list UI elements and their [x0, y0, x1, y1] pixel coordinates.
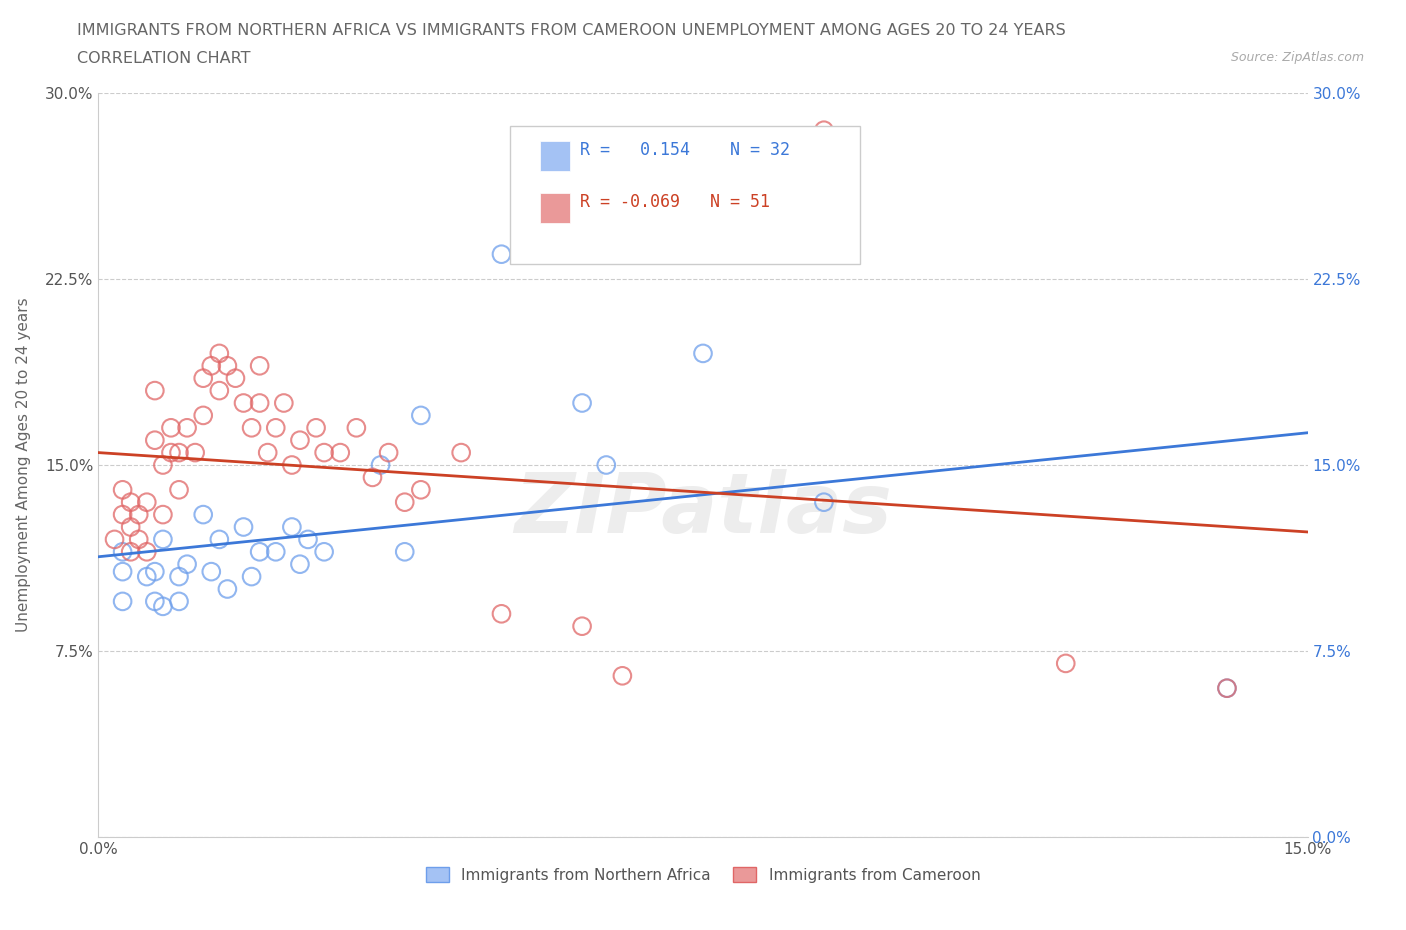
Point	[111, 594, 134, 609]
Point	[217, 358, 239, 373]
Point	[208, 346, 231, 361]
Point	[128, 532, 150, 547]
Point	[288, 432, 311, 447]
Point	[264, 420, 287, 435]
Point	[208, 532, 231, 547]
Point	[232, 520, 254, 535]
Point	[1216, 681, 1239, 696]
Point	[491, 246, 513, 261]
Point	[120, 520, 142, 535]
Point	[329, 445, 352, 460]
Point	[152, 458, 174, 472]
Point	[249, 358, 271, 373]
Text: R = -0.069   N = 51: R = -0.069 N = 51	[579, 193, 769, 211]
Point	[595, 458, 617, 472]
Point	[143, 594, 166, 609]
Point	[120, 544, 142, 559]
Point	[167, 483, 190, 498]
Point	[1054, 656, 1077, 671]
Point	[111, 483, 134, 498]
Y-axis label: Unemployment Among Ages 20 to 24 years: Unemployment Among Ages 20 to 24 years	[17, 298, 31, 632]
FancyBboxPatch shape	[509, 126, 860, 264]
Point	[167, 569, 190, 584]
Point	[143, 383, 166, 398]
Point	[152, 532, 174, 547]
Point	[184, 445, 207, 460]
Point	[249, 544, 271, 559]
Point	[297, 532, 319, 547]
Point	[224, 371, 246, 386]
FancyBboxPatch shape	[540, 193, 569, 223]
Point	[813, 123, 835, 138]
Point	[281, 520, 304, 535]
Point	[232, 395, 254, 410]
Text: ZIPatlas: ZIPatlas	[515, 469, 891, 551]
Point	[120, 495, 142, 510]
Point	[111, 544, 134, 559]
Point	[314, 544, 336, 559]
Point	[176, 557, 198, 572]
Point	[160, 445, 183, 460]
Legend: Immigrants from Northern Africa, Immigrants from Cameroon: Immigrants from Northern Africa, Immigra…	[419, 860, 987, 889]
Point	[135, 544, 157, 559]
Point	[813, 495, 835, 510]
Point	[281, 458, 304, 472]
Point	[612, 669, 634, 684]
Point	[1216, 681, 1239, 696]
Text: IMMIGRANTS FROM NORTHERN AFRICA VS IMMIGRANTS FROM CAMEROON UNEMPLOYMENT AMONG A: IMMIGRANTS FROM NORTHERN AFRICA VS IMMIG…	[77, 23, 1066, 38]
FancyBboxPatch shape	[540, 141, 569, 171]
Point	[256, 445, 278, 460]
Point	[152, 507, 174, 522]
Point	[571, 395, 593, 410]
Text: R =   0.154    N = 32: R = 0.154 N = 32	[579, 141, 790, 159]
Point	[193, 408, 215, 423]
Point	[160, 420, 183, 435]
Point	[361, 470, 384, 485]
Point	[571, 618, 593, 633]
Point	[409, 483, 432, 498]
Point	[111, 507, 134, 522]
Point	[135, 495, 157, 510]
Point	[394, 495, 416, 510]
Point	[167, 594, 190, 609]
Point	[143, 432, 166, 447]
Point	[128, 507, 150, 522]
Point	[193, 507, 215, 522]
Point	[152, 599, 174, 614]
Point	[135, 569, 157, 584]
Point	[176, 420, 198, 435]
Point	[394, 544, 416, 559]
Point	[409, 408, 432, 423]
Point	[217, 581, 239, 596]
Point	[288, 557, 311, 572]
Point	[103, 532, 125, 547]
Point	[193, 371, 215, 386]
Point	[450, 445, 472, 460]
Point	[370, 458, 392, 472]
Point	[377, 445, 399, 460]
Point	[143, 565, 166, 579]
Point	[111, 565, 134, 579]
Point	[305, 420, 328, 435]
Point	[344, 420, 367, 435]
Point	[491, 606, 513, 621]
Point	[264, 544, 287, 559]
Text: Source: ZipAtlas.com: Source: ZipAtlas.com	[1230, 51, 1364, 64]
Point	[249, 395, 271, 410]
Point	[200, 565, 222, 579]
Point	[208, 383, 231, 398]
Point	[240, 420, 263, 435]
Point	[273, 395, 295, 410]
Text: CORRELATION CHART: CORRELATION CHART	[77, 51, 250, 66]
Point	[314, 445, 336, 460]
Point	[240, 569, 263, 584]
Point	[167, 445, 190, 460]
Point	[200, 358, 222, 373]
Point	[692, 346, 714, 361]
